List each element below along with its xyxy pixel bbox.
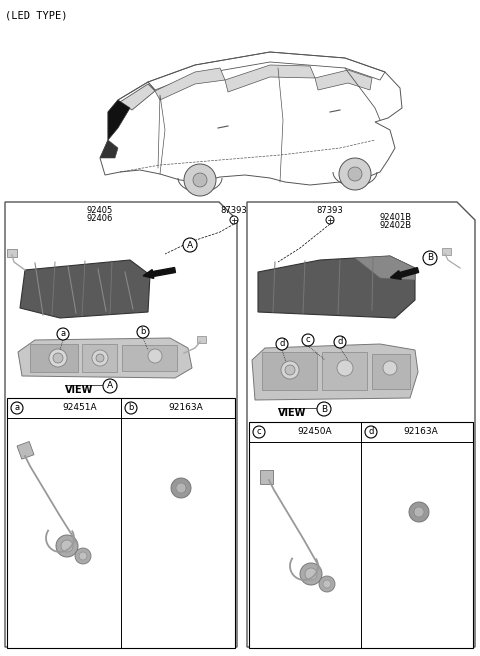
Circle shape — [96, 354, 104, 362]
Text: VIEW: VIEW — [65, 385, 94, 395]
Circle shape — [409, 502, 429, 522]
Circle shape — [53, 353, 63, 363]
Text: 92402B: 92402B — [380, 221, 412, 230]
Bar — [17, 441, 34, 459]
Text: B: B — [427, 253, 433, 262]
Circle shape — [193, 173, 207, 187]
Circle shape — [300, 563, 322, 585]
Circle shape — [171, 478, 191, 498]
Polygon shape — [18, 338, 192, 378]
Text: 87393: 87393 — [221, 206, 247, 215]
FancyArrow shape — [390, 268, 419, 279]
Circle shape — [184, 164, 216, 196]
Text: b: b — [128, 403, 134, 413]
Circle shape — [79, 552, 87, 560]
Bar — [7, 398, 235, 648]
Circle shape — [326, 216, 334, 224]
Circle shape — [423, 251, 437, 265]
Text: d: d — [337, 337, 343, 346]
Circle shape — [281, 361, 299, 379]
Text: 92163A: 92163A — [168, 403, 204, 413]
Text: 92450A: 92450A — [298, 428, 332, 436]
Polygon shape — [120, 84, 155, 110]
Circle shape — [302, 334, 314, 346]
Bar — [262, 352, 317, 390]
Text: 92163A: 92163A — [404, 428, 438, 436]
Text: 92406: 92406 — [87, 214, 113, 223]
Circle shape — [75, 548, 91, 564]
Bar — [372, 354, 410, 389]
Polygon shape — [100, 140, 118, 158]
Text: 92401B: 92401B — [380, 213, 412, 222]
Text: VIEW: VIEW — [278, 408, 306, 418]
Bar — [7, 249, 17, 257]
Circle shape — [92, 350, 108, 366]
Circle shape — [365, 426, 377, 438]
Bar — [322, 352, 367, 390]
Bar — [82, 344, 117, 372]
Circle shape — [148, 349, 162, 363]
Polygon shape — [20, 260, 150, 318]
Circle shape — [57, 328, 69, 340]
Circle shape — [348, 167, 362, 181]
Circle shape — [230, 216, 238, 224]
Circle shape — [253, 426, 265, 438]
Polygon shape — [225, 65, 315, 92]
Circle shape — [103, 379, 117, 393]
Circle shape — [383, 361, 397, 375]
Circle shape — [11, 402, 23, 414]
Circle shape — [49, 349, 67, 367]
Circle shape — [319, 576, 335, 592]
Circle shape — [317, 402, 331, 416]
Text: B: B — [321, 405, 327, 413]
Polygon shape — [315, 70, 372, 90]
Bar — [249, 422, 473, 648]
Circle shape — [305, 568, 317, 580]
Text: 87393: 87393 — [317, 206, 343, 215]
Text: A: A — [187, 241, 193, 249]
Text: b: b — [140, 327, 146, 337]
Circle shape — [176, 483, 186, 493]
Text: 92451A: 92451A — [63, 403, 97, 413]
Polygon shape — [108, 100, 130, 140]
Circle shape — [334, 336, 346, 348]
Circle shape — [56, 535, 78, 557]
Circle shape — [339, 158, 371, 190]
Circle shape — [323, 580, 331, 588]
Polygon shape — [155, 68, 225, 100]
FancyArrow shape — [143, 268, 176, 278]
Circle shape — [125, 402, 137, 414]
Bar — [30, 344, 78, 372]
Text: d: d — [368, 428, 374, 436]
Circle shape — [183, 238, 197, 252]
Circle shape — [337, 360, 353, 376]
Bar — [122, 345, 177, 371]
Text: c: c — [306, 335, 310, 344]
Bar — [197, 336, 206, 343]
Polygon shape — [258, 256, 415, 318]
Text: a: a — [14, 403, 20, 413]
Text: 92405: 92405 — [87, 206, 113, 215]
Circle shape — [276, 338, 288, 350]
Text: c: c — [257, 428, 261, 436]
Bar — [442, 248, 451, 255]
Text: (LED TYPE): (LED TYPE) — [5, 10, 68, 20]
Text: d: d — [279, 340, 285, 348]
Polygon shape — [252, 344, 418, 400]
Circle shape — [137, 326, 149, 338]
Circle shape — [285, 365, 295, 375]
Text: a: a — [60, 329, 66, 338]
Text: A: A — [107, 382, 113, 390]
Polygon shape — [355, 256, 415, 280]
Circle shape — [61, 540, 73, 552]
Bar — [260, 470, 273, 484]
Circle shape — [414, 507, 424, 517]
